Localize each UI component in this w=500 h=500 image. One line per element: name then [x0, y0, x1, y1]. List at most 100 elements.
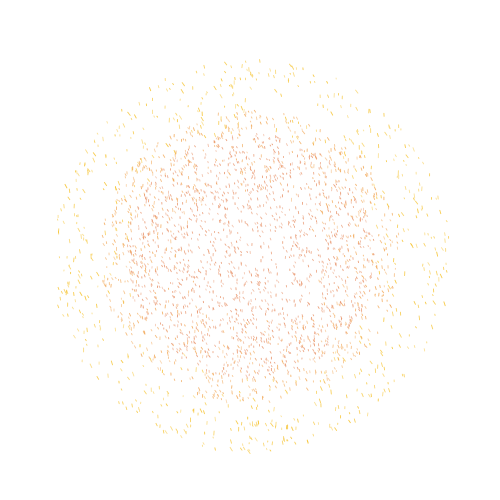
particle	[205, 194, 208, 198]
particle	[336, 233, 338, 236]
particle	[361, 304, 363, 307]
particle	[208, 355, 211, 358]
particle	[258, 288, 260, 291]
particle	[335, 168, 337, 172]
particle	[125, 332, 128, 336]
particle	[269, 449, 272, 452]
particle	[186, 305, 189, 308]
particle	[235, 308, 238, 312]
particle	[202, 196, 205, 200]
particle	[325, 343, 328, 346]
particle	[281, 360, 284, 365]
particle	[232, 352, 235, 355]
particle	[151, 279, 153, 282]
particle	[340, 346, 343, 350]
particle	[301, 128, 303, 132]
particle	[350, 139, 354, 144]
particle	[224, 355, 226, 359]
particle	[363, 285, 366, 288]
particle	[384, 242, 387, 245]
particle	[165, 143, 169, 148]
particle	[342, 357, 346, 362]
particle	[197, 329, 199, 332]
particle	[324, 381, 326, 384]
particle	[194, 350, 198, 355]
particle	[84, 338, 87, 342]
particle	[252, 335, 255, 338]
particle	[295, 236, 297, 240]
particle	[250, 405, 253, 409]
particle	[253, 109, 257, 113]
particle	[415, 326, 417, 329]
particle	[211, 319, 214, 322]
particle	[202, 266, 204, 269]
particle	[248, 448, 251, 452]
particle	[263, 289, 265, 292]
particle	[360, 167, 363, 171]
particle	[224, 124, 226, 129]
particle	[155, 181, 157, 185]
particle	[380, 349, 383, 353]
particle	[291, 65, 295, 70]
particle	[169, 194, 172, 197]
particle	[134, 114, 137, 119]
particle	[343, 135, 346, 139]
particle	[205, 371, 208, 375]
particle	[443, 301, 446, 307]
particle	[318, 279, 320, 283]
particle	[307, 335, 309, 339]
particle	[213, 241, 215, 244]
particle	[273, 218, 276, 221]
particle	[335, 183, 338, 186]
particle	[364, 191, 368, 195]
particle	[353, 418, 356, 423]
particle	[310, 318, 313, 321]
particle	[359, 335, 363, 340]
particle	[320, 210, 323, 214]
particle	[85, 149, 89, 154]
particle	[372, 238, 375, 241]
particle	[322, 171, 325, 175]
particle	[273, 156, 275, 159]
particle	[336, 188, 338, 192]
particle	[127, 353, 130, 358]
particle	[237, 338, 239, 342]
particle	[152, 204, 155, 209]
particle	[281, 440, 284, 445]
particle	[191, 325, 194, 329]
particle	[218, 265, 221, 269]
particle	[316, 208, 319, 211]
particle	[355, 215, 358, 219]
particle	[143, 156, 146, 160]
particle	[219, 203, 221, 207]
particle	[297, 418, 299, 423]
particle	[401, 239, 404, 243]
particle	[182, 258, 185, 261]
particle	[333, 164, 336, 168]
particle	[381, 290, 385, 294]
particle	[109, 272, 112, 276]
particle	[184, 193, 186, 197]
particle	[246, 68, 248, 72]
particle	[240, 250, 242, 253]
particle	[131, 190, 134, 193]
particle	[347, 192, 349, 196]
particle	[179, 328, 182, 332]
particle	[165, 313, 167, 316]
particle	[293, 219, 296, 223]
particle	[172, 117, 175, 121]
particle	[317, 349, 320, 353]
particle	[173, 324, 175, 327]
particle	[167, 352, 169, 357]
particle	[426, 213, 429, 217]
particle	[268, 137, 270, 140]
particle	[186, 345, 188, 348]
particle	[326, 81, 329, 84]
particle	[191, 134, 194, 138]
particle	[194, 283, 197, 287]
particle	[76, 328, 80, 332]
particle	[249, 120, 252, 123]
particle	[345, 331, 347, 335]
particle	[281, 211, 283, 213]
particle	[161, 259, 163, 263]
